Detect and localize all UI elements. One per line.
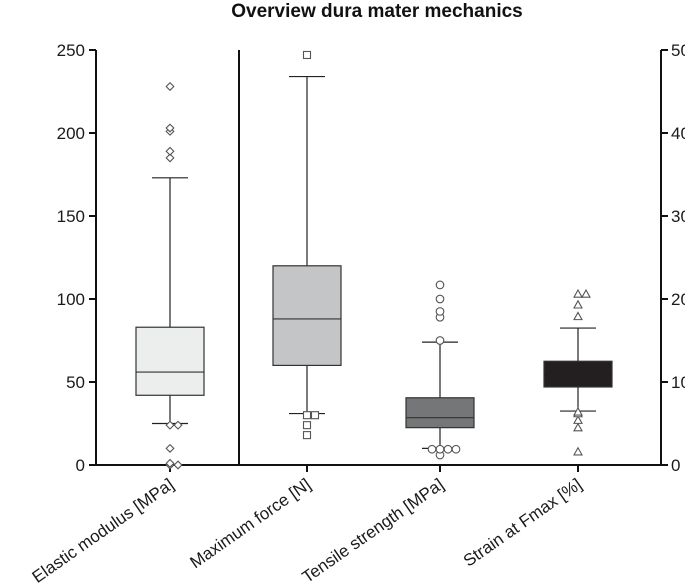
outlier-circle xyxy=(435,307,445,316)
box-iqr xyxy=(272,265,342,366)
left-tick-label: 250 xyxy=(57,41,85,60)
right-tick-label: 0 xyxy=(671,456,680,475)
outlier-triangle xyxy=(573,311,583,321)
outlier-square xyxy=(302,431,312,440)
chart-title: Overview dura mater mechanics xyxy=(231,1,522,22)
outlier-triangle xyxy=(581,288,591,298)
outlier-diamond xyxy=(165,420,175,430)
box-iqr xyxy=(405,397,475,429)
outlier-triangle xyxy=(573,446,583,456)
axes: 0 50 100 150 200 250 0 10 20 30 40 50 xyxy=(57,41,685,475)
right-tick-label: 40 xyxy=(671,124,685,143)
category-label: Tensile strength [MPa] xyxy=(299,475,448,586)
outlier-circle xyxy=(435,280,445,290)
outlier-triangle xyxy=(573,415,583,424)
category-label: Strain at Fmax [%] xyxy=(460,475,585,571)
box-2 xyxy=(272,50,342,440)
left-tick-label: 0 xyxy=(76,456,85,475)
outlier-circle xyxy=(435,444,445,454)
category-label: Elastic modulus [MPa] xyxy=(29,475,178,586)
box-iqr xyxy=(543,360,613,388)
outlier-circle xyxy=(443,444,453,454)
outlier-triangle xyxy=(573,422,583,432)
outlier-triangle xyxy=(573,288,583,298)
left-tick-label: 150 xyxy=(57,207,85,226)
right-tick-label: 50 xyxy=(671,41,685,60)
outlier-diamond xyxy=(173,460,183,470)
outlier-diamond xyxy=(165,146,175,156)
box-4 xyxy=(543,288,613,456)
outlier-triangle xyxy=(573,406,583,416)
right-tick-label: 30 xyxy=(671,207,685,226)
box-iqr xyxy=(135,326,205,396)
right-tick-label: 10 xyxy=(671,373,685,392)
outlier-square xyxy=(302,421,312,430)
left-tick-label: 200 xyxy=(57,124,85,143)
left-tick-label: 50 xyxy=(66,373,85,392)
outlier-diamond xyxy=(165,81,175,92)
box-3 xyxy=(405,280,475,460)
outlier-square xyxy=(302,50,312,60)
outlier-diamond xyxy=(165,153,175,163)
box-series xyxy=(135,50,613,470)
box-1 xyxy=(135,81,205,470)
outlier-diamond xyxy=(165,458,175,468)
outlier-circle xyxy=(451,444,461,454)
left-tick-label: 100 xyxy=(57,290,85,309)
category-label: Maximum force [N] xyxy=(187,475,315,572)
outlier-diamond xyxy=(165,123,175,133)
category-labels: Elastic modulus [MPa] Maximum force [N]Te… xyxy=(29,475,586,586)
outlier-square xyxy=(310,411,320,420)
outlier-circle xyxy=(427,444,437,454)
outlier-square xyxy=(302,411,312,420)
right-tick-label: 20 xyxy=(671,290,685,309)
outlier-diamond xyxy=(165,443,175,453)
outlier-diamond xyxy=(173,420,183,430)
outlier-circle xyxy=(435,336,445,345)
outlier-circle xyxy=(435,294,445,304)
outlier-triangle xyxy=(573,299,583,309)
